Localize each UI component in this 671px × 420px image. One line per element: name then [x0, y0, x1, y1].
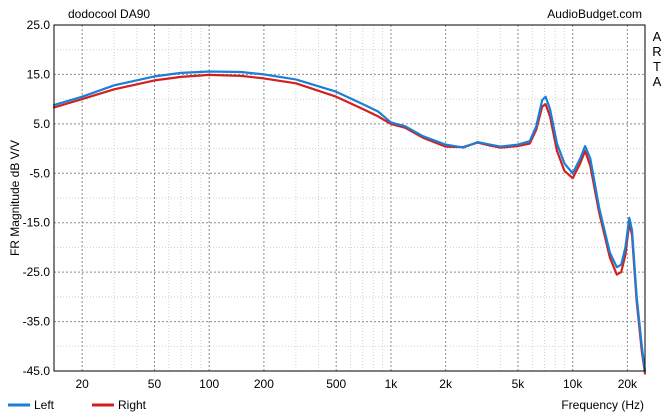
y-axis-label: FR Magnitude dB V/V [8, 140, 22, 256]
x-tick-label: 200 [254, 377, 274, 391]
x-axis-label: Frequency (Hz) [561, 398, 644, 412]
watermark-letter: A [653, 29, 662, 44]
x-tick-label: 10k [563, 377, 583, 391]
x-tick-label: 5k [512, 377, 526, 391]
series-line-right [52, 73, 647, 375]
y-tick-label: -25.0 [23, 265, 51, 279]
y-tick-label: -5.0 [29, 166, 50, 180]
legend-label-left: Left [34, 398, 55, 412]
x-tick-label: 50 [148, 377, 162, 391]
y-tick-labels: 25.0 15.0 5.0 -5.0 -15.0 -25.0 -35.0 -45.0 [23, 18, 51, 378]
x-tick-label: 20k [618, 377, 638, 391]
y-tick-label: 25.0 [27, 18, 51, 32]
legend: Left Right [8, 398, 147, 412]
x-tick-label: 1k [385, 377, 399, 391]
y-tick-label: -15.0 [23, 216, 51, 230]
y-tick-label: -35.0 [23, 315, 51, 329]
source-label: AudioBudget.com [547, 7, 642, 21]
x-tick-label: 20 [75, 377, 89, 391]
series-layer [52, 70, 647, 375]
series-line-left [52, 70, 647, 373]
y-tick-label: 5.0 [33, 117, 50, 131]
x-tick-label: 100 [199, 377, 219, 391]
x-tick-labels: 20 50 100 200 500 1k 2k 5k 10k 20k [75, 377, 638, 391]
legend-label-right: Right [118, 398, 147, 412]
watermark-letter: T [653, 59, 661, 74]
watermark-letter: A [653, 74, 662, 89]
x-tick-label: 2k [439, 377, 453, 391]
watermark-letter: R [652, 44, 661, 59]
y-tick-label: -45.0 [23, 364, 51, 378]
y-tick-label: 15.0 [27, 67, 51, 81]
plot-background [54, 25, 645, 371]
plot-frame [53, 24, 646, 372]
chart-title: dodocool DA90 [68, 7, 150, 21]
x-tick-label: 500 [326, 377, 346, 391]
